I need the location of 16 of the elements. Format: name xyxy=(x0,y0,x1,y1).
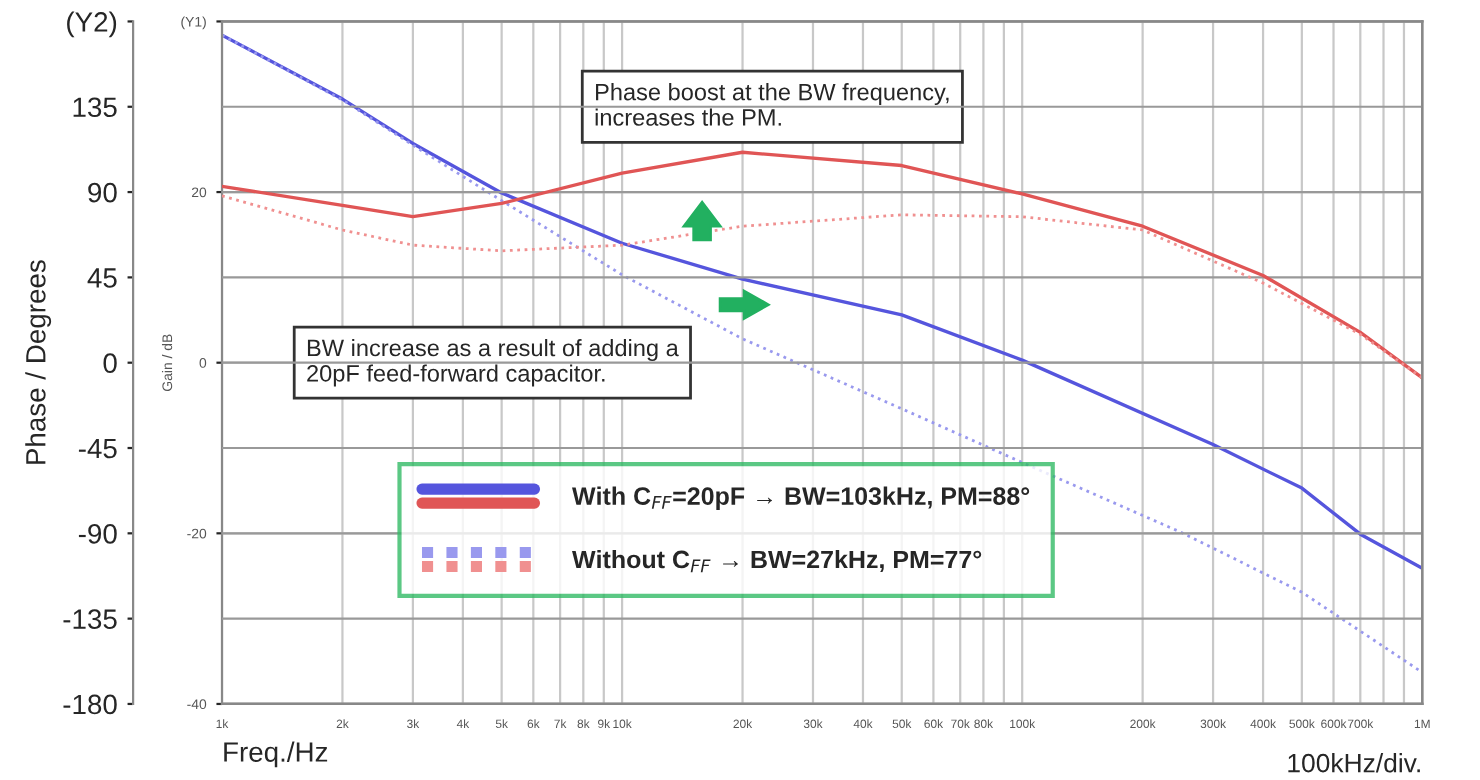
legend-label: Without C$_{FF}$ → BW=27kHz, PM=77° xyxy=(572,549,982,573)
y2-tick-label: 90 xyxy=(88,182,117,203)
y2-tick-label: 0 xyxy=(103,353,117,374)
legend-label: With C$_{FF}$=20pF → BW=103kHz, PM=88° xyxy=(572,486,1030,510)
annotation: Phase boost at the BW frequency, increases the PM. xyxy=(595,83,949,126)
y2-tick-label: (Y2) xyxy=(67,11,117,38)
y2-tick-label: -90 xyxy=(78,523,117,544)
y2-tick-label: -180 xyxy=(63,694,117,715)
y2-tick-label: 135 xyxy=(73,97,117,118)
y2-tick-label: 45 xyxy=(87,268,117,288)
annotation: BW increase as a result of adding a 20pF feed-forward capacitor. xyxy=(307,338,679,387)
y2-tick-label: -45 xyxy=(78,438,117,459)
text: 100kHz/div. xyxy=(1288,753,1420,773)
x-axis-title: Freq./Hz xyxy=(224,741,328,768)
y2-axis-title: Phase / Degrees xyxy=(25,260,52,464)
y2-tick-label: -135 xyxy=(63,609,117,629)
